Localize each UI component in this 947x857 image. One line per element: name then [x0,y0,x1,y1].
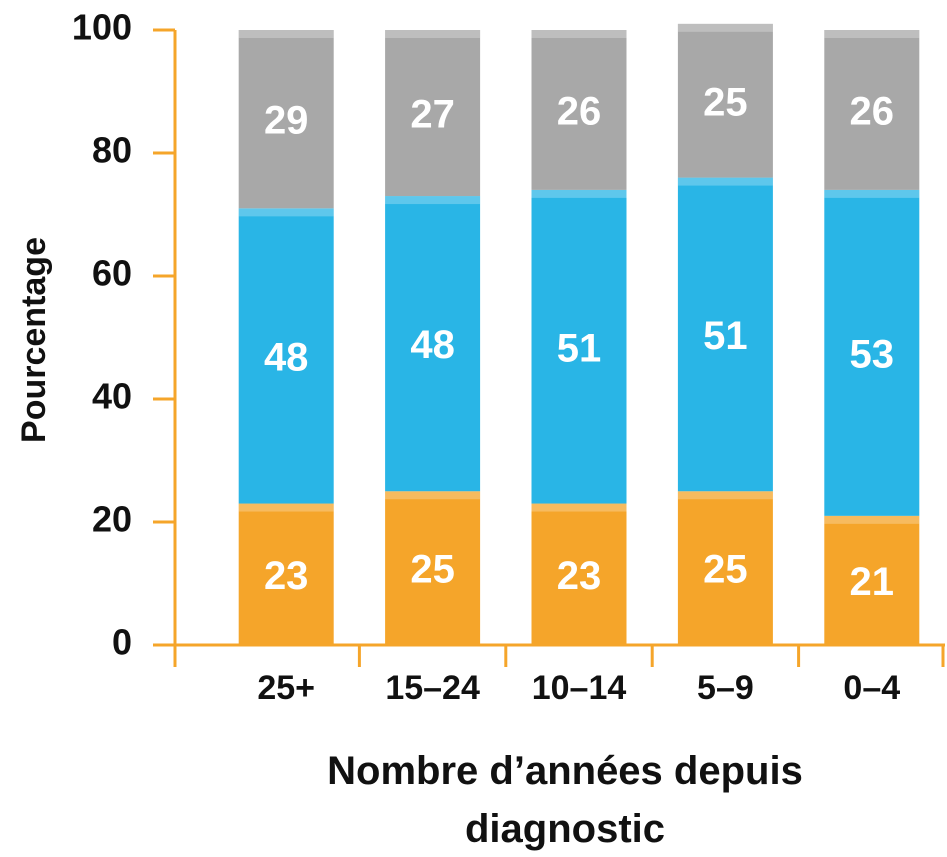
bar-highlight [531,30,627,38]
bar-segment [385,491,481,645]
bar-segment [385,30,481,197]
bar-highlight [385,30,481,38]
bar-segment [677,491,773,645]
bar-highlight [824,515,920,524]
bar-highlight [531,189,627,198]
x-tick-label: 25+ [257,669,315,707]
y-tick-label: 80 [92,130,132,171]
data-label: 21 [850,560,895,604]
y-tick-label: 20 [92,499,132,540]
bar-segment [824,515,920,645]
bar-highlight [824,189,920,198]
x-tick-label: 15–24 [385,669,480,707]
bar-highlight [677,177,773,186]
bar-segment [824,30,920,190]
bar-highlight [238,208,334,217]
data-label: 53 [850,332,895,376]
data-label: 25 [410,548,455,592]
x-axis-label: Nombre d’années depuis diagnostic [327,749,803,851]
data-label: 48 [264,336,309,380]
bar-highlight [385,491,481,500]
y-tick-label: 40 [92,376,132,417]
bar-segment [531,503,627,645]
bar-segment [824,189,920,516]
data-label: 51 [703,314,748,358]
y-axis-label: Pourcentage [15,237,53,443]
bar-segment [531,30,627,190]
bar-highlight [531,503,627,512]
data-label: 23 [557,554,602,598]
x-tick-label: 10–14 [532,669,627,707]
bar-segment [531,189,627,504]
data-label: 25 [703,80,748,124]
bar-highlight [238,30,334,38]
bar-segment [238,30,334,209]
bar-highlight [385,196,481,205]
data-label: 29 [264,99,309,143]
x-tick-label: 5–9 [697,669,754,707]
data-label: 26 [850,90,895,134]
data-label: 27 [410,93,455,137]
bar-segment [385,196,481,492]
y-tick-label: 0 [112,622,132,663]
bar-segment [238,208,334,504]
data-label: 23 [264,554,309,598]
y-tick-label: 60 [92,253,132,294]
bar-segment [677,23,773,178]
bar-highlight [677,23,773,32]
bar-segment [677,177,773,492]
data-label: 48 [410,323,455,367]
bar-highlight [824,30,920,38]
bar-highlight [238,503,334,512]
x-tick-label: 0–4 [843,669,900,707]
y-tick-label: 100 [72,7,132,48]
bar-highlight [677,491,773,500]
data-label: 51 [557,326,602,370]
data-label: 25 [703,548,748,592]
data-label: 26 [557,90,602,134]
bar-segment [238,503,334,645]
